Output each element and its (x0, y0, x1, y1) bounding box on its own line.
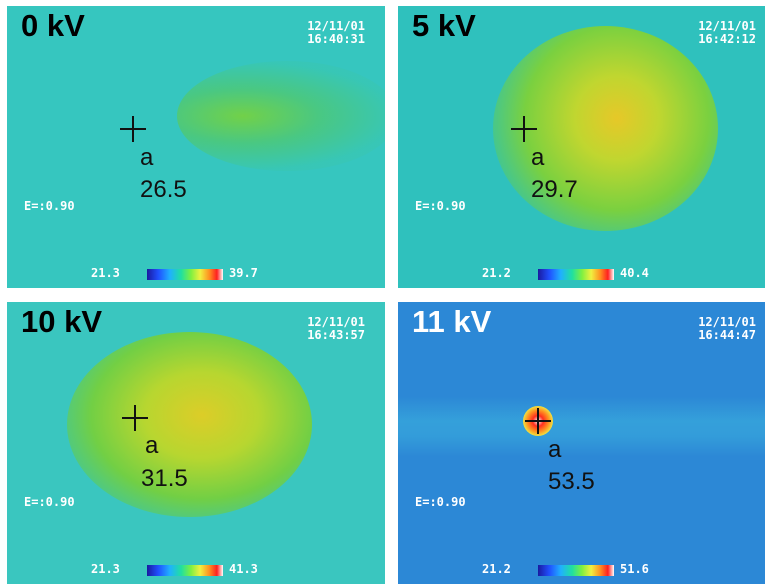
color-scale-bar (538, 269, 614, 280)
crosshair-icon (120, 116, 146, 142)
measure-point-label: a (548, 436, 562, 463)
color-scale-bar (147, 269, 223, 280)
measure-point-label: a (140, 144, 154, 171)
thermal-image-11kv: 11 kV 12/11/01 16:44:47 a 53.5 E=:0.90 2… (398, 302, 765, 584)
scale-min: 21.3 (91, 562, 120, 576)
measure-point-value: 29.7 (531, 176, 578, 203)
temperature-scale: 21.2 51.6 (398, 562, 765, 580)
measure-point-value: 26.5 (140, 176, 187, 203)
emissivity-text: E=:0.90 (415, 495, 466, 509)
scale-min: 21.2 (482, 562, 511, 576)
time-text: 16:43:57 (307, 328, 365, 342)
measure-point-label: a (531, 144, 545, 171)
scale-max: 40.4 (620, 266, 649, 280)
crosshair-icon (122, 405, 148, 431)
timestamp: 12/11/01 16:42:12 (698, 20, 756, 46)
voltage-label: 11 kV (412, 304, 492, 339)
temperature-scale: 21.3 39.7 (7, 266, 385, 284)
scale-max: 41.3 (229, 562, 258, 576)
scale-min: 21.3 (91, 266, 120, 280)
crosshair-icon (525, 408, 551, 434)
emissivity-text: E=:0.90 (415, 199, 466, 213)
temperature-scale: 21.3 41.3 (7, 562, 385, 580)
heat-blob (177, 61, 385, 171)
time-text: 16:42:12 (698, 32, 756, 46)
emissivity-text: E=:0.90 (24, 495, 75, 509)
scale-max: 39.7 (229, 266, 258, 280)
measure-point-label: a (145, 432, 159, 459)
thermal-image-0kv: 0 kV 12/11/01 16:40:31 a 26.5 E=:0.90 21… (7, 6, 385, 288)
color-scale-bar (147, 565, 223, 576)
measure-point-value: 53.5 (548, 468, 595, 495)
date-text: 12/11/01 (698, 19, 756, 33)
date-text: 12/11/01 (698, 315, 756, 329)
measure-point-value: 31.5 (141, 465, 188, 492)
timestamp: 12/11/01 16:43:57 (307, 316, 365, 342)
scale-min: 21.2 (482, 266, 511, 280)
voltage-label: 10 kV (21, 304, 103, 339)
voltage-label: 0 kV (21, 8, 85, 43)
temperature-scale: 21.2 40.4 (398, 266, 765, 284)
emissivity-text: E=:0.90 (24, 199, 75, 213)
heat-blob (67, 332, 312, 517)
date-text: 12/11/01 (307, 19, 365, 33)
voltage-label: 5 kV (412, 8, 476, 43)
timestamp: 12/11/01 16:40:31 (307, 20, 365, 46)
heat-band (398, 397, 765, 457)
thermal-image-10kv: 10 kV 12/11/01 16:43:57 a 31.5 E=:0.90 2… (7, 302, 385, 584)
date-text: 12/11/01 (307, 315, 365, 329)
scale-max: 51.6 (620, 562, 649, 576)
timestamp: 12/11/01 16:44:47 (698, 316, 756, 342)
thermal-image-5kv: 5 kV 12/11/01 16:42:12 a 29.7 E=:0.90 21… (398, 6, 765, 288)
time-text: 16:40:31 (307, 32, 365, 46)
crosshair-icon (511, 116, 537, 142)
time-text: 16:44:47 (698, 328, 756, 342)
color-scale-bar (538, 565, 614, 576)
